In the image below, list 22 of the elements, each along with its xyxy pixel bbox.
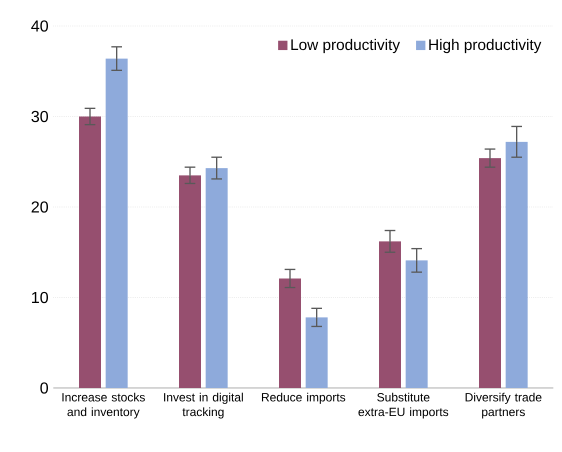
- y-tick-label: 0: [40, 382, 48, 394]
- y-tick-label: 30: [31, 110, 48, 122]
- x-tick-label: Substitute extra-EU imports: [358, 392, 448, 419]
- y-tick-label: 20: [32, 201, 48, 213]
- bar: [379, 241, 401, 388]
- y-tick-label: 40: [31, 20, 48, 32]
- bar: [206, 168, 228, 388]
- legend-label: High productivity: [429, 38, 542, 54]
- x-tick-label: Diversify trade partners: [466, 392, 542, 419]
- y-tick-label: 10: [32, 292, 48, 304]
- bar: [279, 278, 301, 388]
- bar: [179, 175, 201, 388]
- x-tick-label: Reduce imports: [262, 392, 346, 404]
- x-tick-label: Increase stocks and inventory: [62, 392, 145, 419]
- bar: [306, 317, 328, 388]
- bar: [479, 158, 501, 388]
- x-tick-label: Invest in digital tracking: [164, 392, 243, 419]
- bar: [406, 260, 428, 388]
- legend-label: Low productivity: [291, 38, 400, 54]
- bar: [506, 142, 528, 388]
- bar: [79, 116, 102, 388]
- bar: [106, 58, 128, 388]
